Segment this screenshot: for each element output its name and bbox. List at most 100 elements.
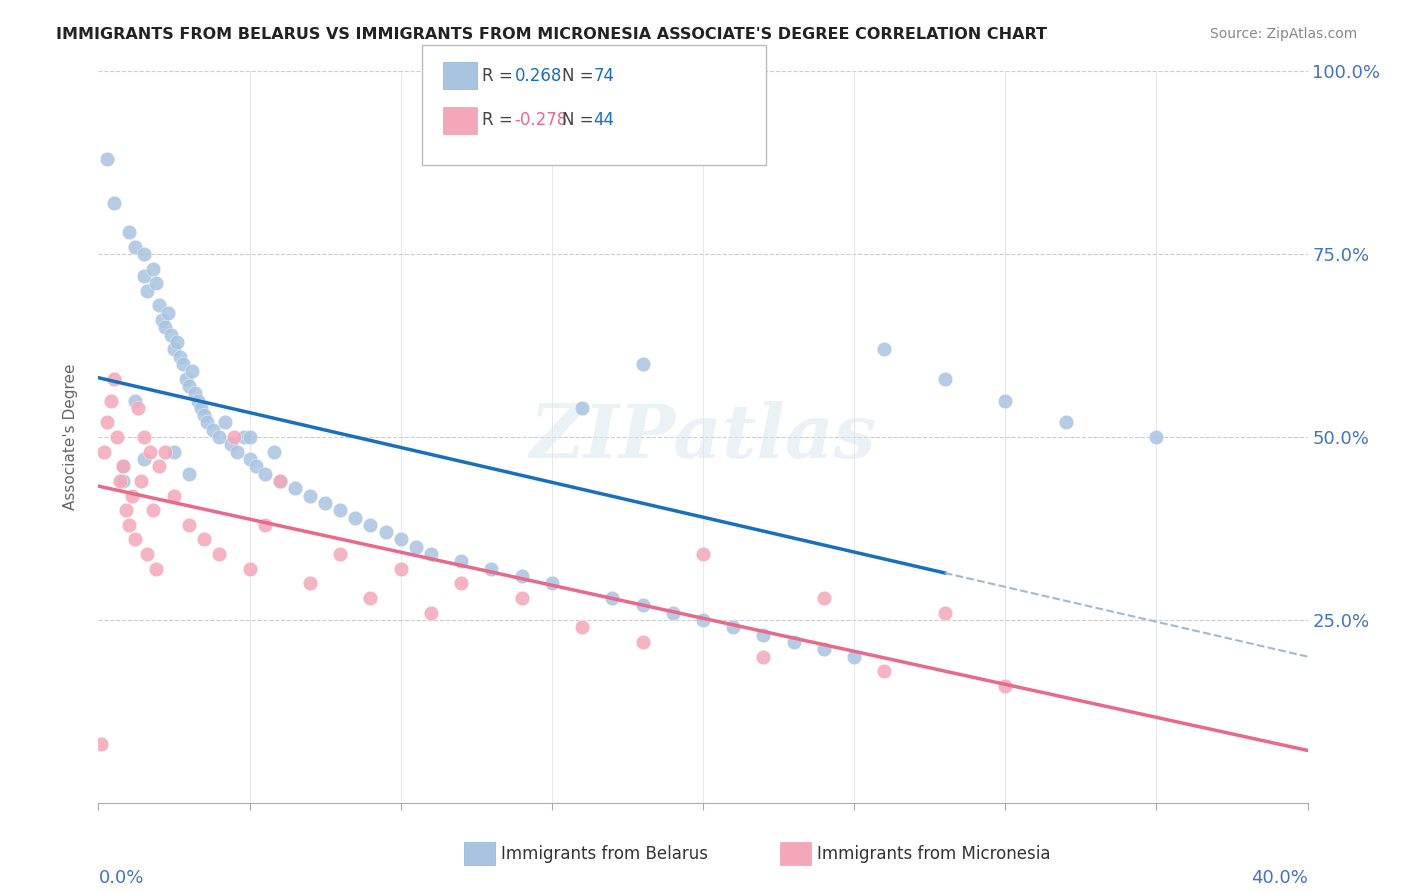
Point: [90, 737, 112, 751]
Point: [145, 277, 167, 291]
Point: [96, 152, 118, 166]
Point: [1054, 416, 1077, 430]
Point: [344, 510, 367, 524]
Point: [360, 591, 382, 605]
Point: [661, 606, 683, 620]
Point: [96, 416, 118, 430]
Point: [142, 261, 165, 276]
Point: [135, 547, 157, 561]
Text: ZIPatlas: ZIPatlas: [530, 401, 876, 474]
Point: [934, 371, 956, 385]
Point: [121, 489, 143, 503]
Point: [221, 437, 243, 451]
Point: [132, 269, 155, 284]
Point: [187, 393, 209, 408]
Point: [450, 554, 472, 568]
Point: [118, 517, 141, 532]
Point: [163, 343, 186, 357]
Point: [111, 474, 134, 488]
Point: [208, 547, 231, 561]
Point: [139, 444, 162, 458]
Text: R =: R =: [482, 112, 519, 129]
Point: [783, 635, 806, 649]
Point: [844, 649, 866, 664]
Point: [150, 313, 173, 327]
Point: [389, 533, 412, 547]
Text: N =: N =: [562, 112, 599, 129]
Point: [299, 489, 322, 503]
Point: [129, 474, 152, 488]
Point: [420, 606, 443, 620]
Point: [169, 350, 191, 364]
Point: [813, 591, 835, 605]
Point: [114, 503, 136, 517]
Text: N =: N =: [562, 67, 599, 85]
Text: 44: 44: [593, 112, 614, 129]
Point: [692, 613, 714, 627]
Point: [156, 306, 179, 320]
Point: [166, 334, 188, 349]
Text: 74: 74: [593, 67, 614, 85]
Point: [100, 393, 122, 408]
Text: -0.278: -0.278: [515, 112, 568, 129]
Point: [103, 371, 125, 385]
Point: [510, 569, 533, 583]
Point: [193, 408, 215, 422]
Point: [994, 679, 1017, 693]
Point: [108, 474, 131, 488]
Point: [111, 459, 134, 474]
Point: [239, 562, 262, 576]
Point: [284, 481, 307, 495]
Point: [631, 635, 654, 649]
Point: [389, 562, 412, 576]
Point: [145, 562, 167, 576]
Point: [245, 459, 267, 474]
Point: [232, 430, 254, 444]
Text: IMMIGRANTS FROM BELARUS VS IMMIGRANTS FROM MICRONESIA ASSOCIATE'S DEGREE CORRELA: IMMIGRANTS FROM BELARUS VS IMMIGRANTS FR…: [56, 27, 1047, 42]
Point: [269, 474, 291, 488]
Point: [214, 416, 236, 430]
Point: [692, 547, 714, 561]
Point: [934, 606, 956, 620]
Point: [420, 547, 443, 561]
Point: [269, 474, 291, 488]
Point: [374, 525, 396, 540]
Point: [329, 547, 352, 561]
Point: [181, 364, 204, 378]
Point: [253, 467, 276, 481]
Point: [360, 517, 382, 532]
Point: [1146, 430, 1168, 444]
Point: [142, 503, 165, 517]
Point: [124, 533, 146, 547]
Point: [450, 576, 472, 591]
Point: [132, 452, 155, 467]
Point: [481, 562, 503, 576]
Point: [571, 401, 593, 415]
Point: [163, 489, 186, 503]
Point: [602, 591, 624, 605]
Point: [813, 642, 835, 657]
Point: [314, 496, 336, 510]
Point: [571, 620, 593, 634]
Point: [263, 444, 285, 458]
Point: [723, 620, 745, 634]
Text: 0.268: 0.268: [515, 67, 562, 85]
Y-axis label: Associate's Degree: Associate's Degree: [63, 364, 77, 510]
Point: [190, 401, 212, 415]
Point: [208, 430, 231, 444]
Point: [153, 320, 176, 334]
Point: [132, 247, 155, 261]
Point: [253, 517, 276, 532]
Point: [224, 430, 246, 444]
Point: [329, 503, 352, 517]
Point: [631, 357, 654, 371]
Point: [135, 284, 157, 298]
Point: [540, 576, 562, 591]
Point: [202, 423, 225, 437]
Point: [105, 430, 128, 444]
Point: [103, 196, 125, 211]
Point: [405, 540, 427, 554]
Point: [163, 444, 186, 458]
Text: R =: R =: [482, 67, 519, 85]
Text: 40.0%: 40.0%: [1251, 869, 1308, 887]
